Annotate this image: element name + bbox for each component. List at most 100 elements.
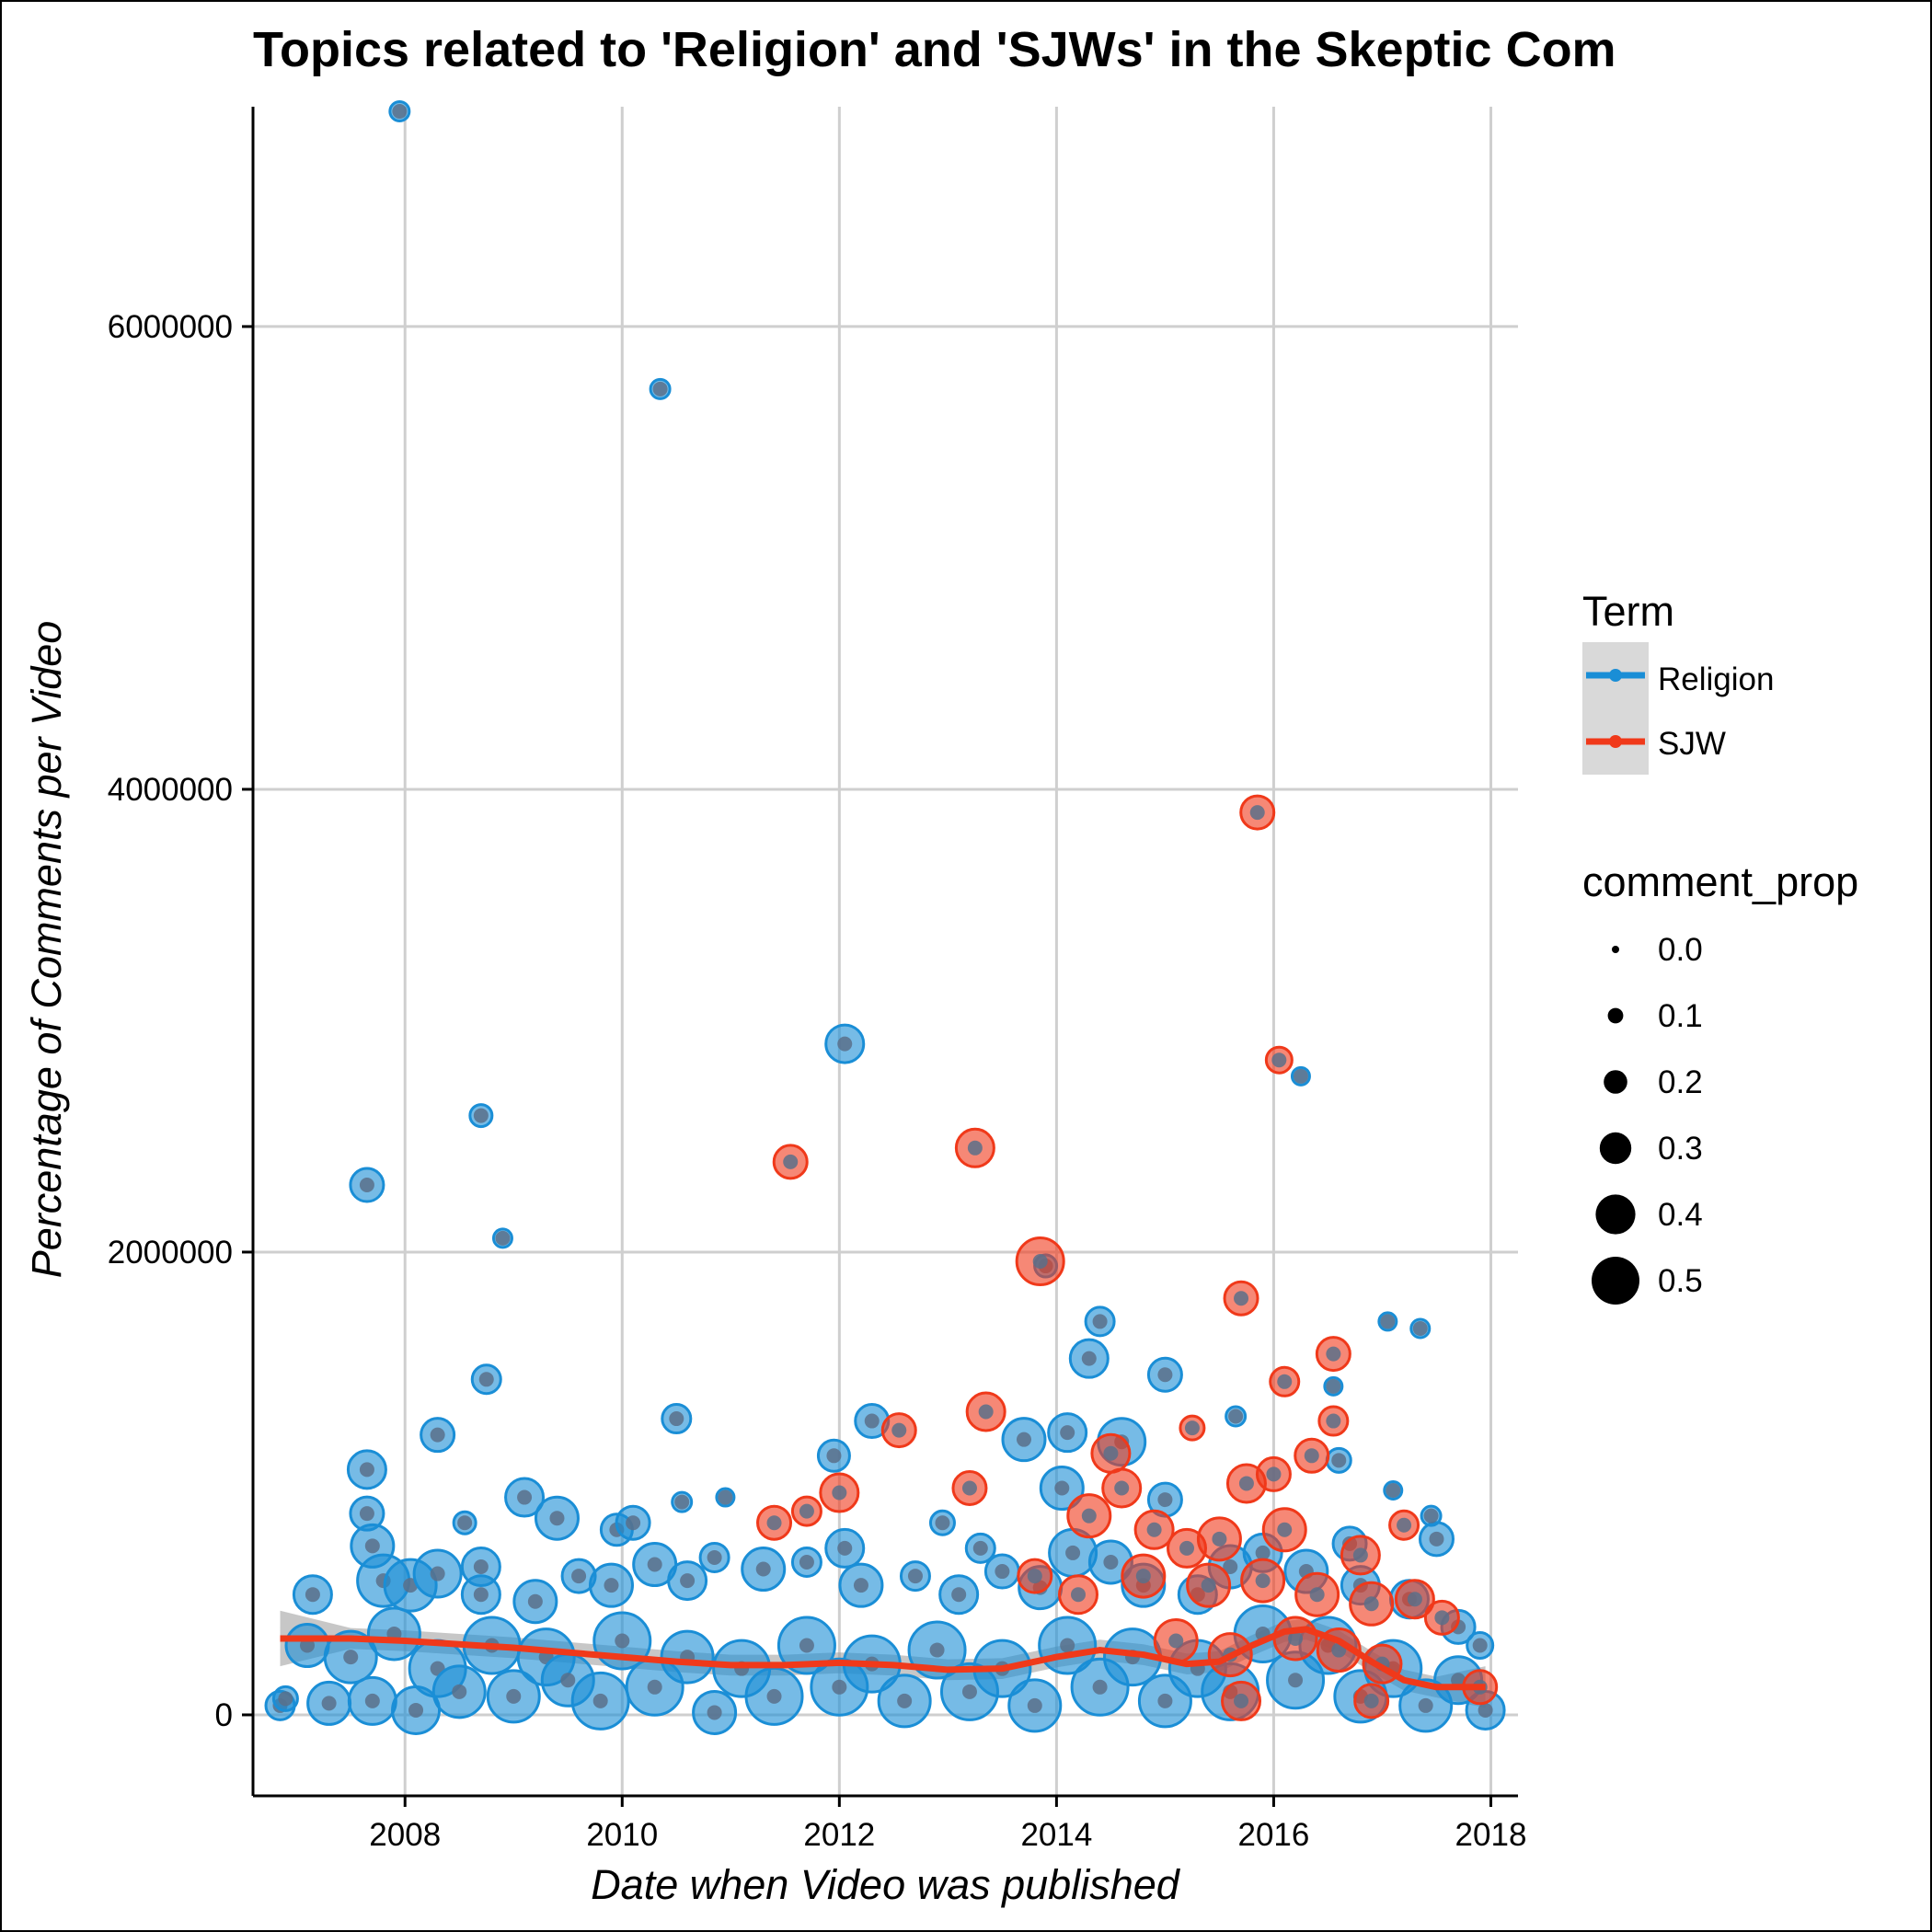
- point-center-religion: [1412, 1320, 1428, 1336]
- point-center-religion: [755, 1561, 771, 1577]
- point-center-religion: [592, 1693, 608, 1708]
- point-center-religion: [669, 1411, 684, 1427]
- point-center-religion: [1228, 1409, 1244, 1424]
- point-center-religion: [604, 1578, 619, 1593]
- point-center-religion: [430, 1427, 445, 1443]
- y-tick-label: 4000000: [108, 772, 233, 808]
- point-center-religion: [473, 1108, 489, 1123]
- point-center-religion: [560, 1673, 576, 1688]
- point-center-religion: [1016, 1432, 1031, 1447]
- point-center-sjw: [1146, 1522, 1162, 1537]
- point-center-religion: [995, 1564, 1010, 1580]
- legend-size-label-3: 0.3: [1658, 1131, 1703, 1167]
- point-center-religion: [1157, 1693, 1173, 1708]
- y-tick-label: 0: [215, 1697, 233, 1733]
- point-center-religion: [495, 1230, 511, 1246]
- trend-line-sjw: [280, 1626, 1486, 1691]
- point-center-religion: [1288, 1673, 1304, 1688]
- point-center-religion: [473, 1559, 489, 1575]
- point-center-religion: [766, 1688, 782, 1704]
- point-center-religion: [457, 1515, 473, 1531]
- point-center-religion: [1223, 1559, 1238, 1575]
- point-center-sjw: [1326, 1413, 1341, 1429]
- point-center-religion: [864, 1413, 880, 1429]
- y-axis-title: Percentage of Comments per Video: [23, 621, 70, 1279]
- point-center-religion: [707, 1705, 722, 1720]
- point-center-sjw: [1184, 1420, 1200, 1436]
- point-center-religion: [680, 1573, 696, 1589]
- point-center-sjw: [1070, 1587, 1086, 1603]
- point-center-religion: [527, 1593, 543, 1609]
- point-center-sjw: [1304, 1448, 1319, 1464]
- legend-size-label-2: 0.2: [1658, 1064, 1703, 1100]
- point-center-sjw: [967, 1140, 983, 1156]
- point-center-religion: [1027, 1697, 1042, 1713]
- legend-size-dot: [1599, 1132, 1632, 1165]
- point-center-religion: [430, 1566, 445, 1581]
- point-center-religion: [364, 1693, 380, 1708]
- point-center-sjw: [1249, 805, 1265, 821]
- point-center-sjw: [832, 1485, 847, 1501]
- point-center-religion: [1478, 1702, 1493, 1718]
- point-center-sjw: [1326, 1346, 1341, 1362]
- point-center-sjw: [1363, 1596, 1379, 1612]
- y-tick-label: 2000000: [108, 1235, 233, 1271]
- x-tick-label: 2014: [1020, 1817, 1092, 1853]
- axes: [242, 107, 1518, 1807]
- point-center-religion: [929, 1642, 945, 1658]
- smooth-trend-line: [280, 1626, 1486, 1691]
- point-center-sjw: [1103, 1445, 1119, 1461]
- legend-size-label-5: 0.5: [1658, 1263, 1703, 1299]
- x-axis-title: Date when Video was published: [591, 1861, 1181, 1908]
- point-center-religion: [707, 1549, 722, 1565]
- point-center-sjw: [783, 1154, 799, 1169]
- legend-size-dot: [1607, 1007, 1624, 1024]
- point-center-sjw: [1397, 1517, 1412, 1533]
- point-center-religion: [799, 1554, 814, 1570]
- point-center-religion: [826, 1448, 842, 1464]
- point-center-religion: [278, 1691, 293, 1707]
- point-center-religion: [1103, 1554, 1119, 1570]
- point-center-religion: [1092, 1314, 1108, 1329]
- point-center-sjw: [1027, 1569, 1042, 1584]
- point-center-sjw: [1277, 1522, 1293, 1537]
- point-center-religion: [647, 1557, 662, 1572]
- point-center-sjw: [1179, 1540, 1195, 1556]
- point-center-religion: [478, 1372, 494, 1387]
- point-center-religion: [1326, 1378, 1341, 1394]
- legend-color-key-bg: [1582, 642, 1649, 775]
- point-center-religion: [907, 1569, 923, 1584]
- point-center-sjw: [1114, 1480, 1130, 1496]
- legend-key-dot-sjw: [1609, 735, 1622, 748]
- point-center-sjw: [1212, 1531, 1227, 1547]
- point-center-sjw: [978, 1404, 994, 1420]
- point-center-religion: [1472, 1638, 1488, 1653]
- point-center-religion: [408, 1702, 424, 1718]
- point-center-religion: [1054, 1480, 1070, 1496]
- point-center-religion: [853, 1578, 868, 1593]
- point-center-religion: [718, 1489, 733, 1505]
- point-center-sjw: [1352, 1547, 1368, 1563]
- point-center-sjw: [1266, 1466, 1282, 1482]
- point-center-sjw: [1081, 1508, 1097, 1524]
- point-center-sjw: [1135, 1569, 1151, 1584]
- point-center-religion: [951, 1587, 967, 1603]
- legend-label-sjw: SJW: [1658, 726, 1726, 762]
- point-center-sjw: [766, 1515, 782, 1531]
- point-center-religion: [897, 1693, 913, 1708]
- legend-size-label-4: 0.4: [1658, 1197, 1703, 1233]
- chart-title: Topics related to 'Religion' and 'SJWs' …: [253, 22, 1616, 77]
- point-center-religion: [1092, 1679, 1108, 1695]
- point-center-religion: [343, 1650, 359, 1665]
- point-center-religion: [1065, 1545, 1081, 1560]
- legend: Term Religion SJW comment_prop 0.0 0.1 0…: [1582, 588, 1858, 1305]
- point-center-sjw: [961, 1480, 977, 1496]
- legend-size-dot: [1612, 946, 1619, 953]
- point-center-religion: [837, 1540, 853, 1556]
- y-tick-label: 6000000: [108, 309, 233, 345]
- point-center-religion: [626, 1515, 641, 1531]
- legend-size-label-1: 0.1: [1658, 998, 1703, 1034]
- point-center-sjw: [1309, 1587, 1325, 1603]
- point-center-religion: [615, 1633, 630, 1649]
